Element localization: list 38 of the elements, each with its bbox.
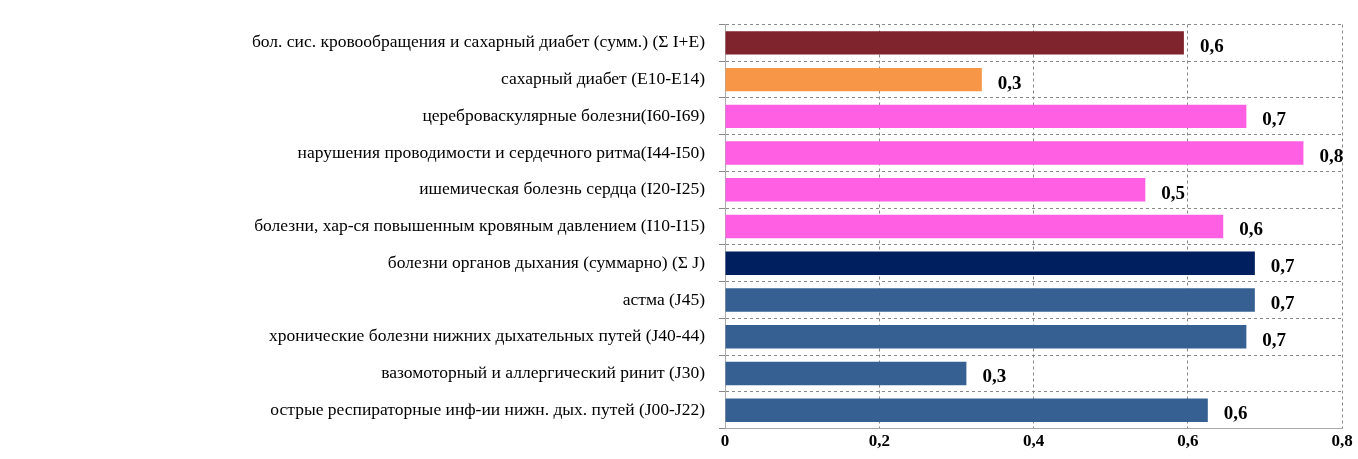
- y-tick-label: болезни органов дыхания (суммарно) (Σ J): [387, 251, 706, 272]
- y-tick-label: бол. сис. кровообращения и сахарный диабет (сумм.) (Σ I+E): [251, 31, 706, 52]
- bar: [725, 398, 1208, 422]
- bar: [725, 361, 967, 386]
- data-label: 0,6: [1223, 402, 1248, 424]
- data-label: 0,6: [1239, 218, 1263, 240]
- x-tick-label: 0: [720, 431, 730, 451]
- y-tick-label: острые респираторные инф-ии нижн. дых. путей (J00-J22): [270, 398, 706, 419]
- x-tick-label: 0,8: [1331, 431, 1353, 451]
- y-tick-label: цереброваскулярные болезни(I60-I69): [422, 104, 706, 125]
- y-tick-label: астма (J45): [622, 288, 706, 309]
- bar: [725, 67, 982, 92]
- data-label: 0,7: [1262, 108, 1287, 130]
- bar: [725, 214, 1224, 239]
- bar: [725, 31, 1184, 55]
- bar: [725, 251, 1255, 275]
- x-tick-label: 0,4: [1022, 431, 1045, 451]
- x-tick-label: 0,6: [1177, 431, 1199, 451]
- data-label: 0,5: [1161, 181, 1186, 203]
- data-label: 0,3: [982, 365, 1007, 387]
- y-tick-label: сахарный диабет (E10-E14): [500, 68, 706, 89]
- bar: [725, 288, 1255, 312]
- data-label: 0,6: [1199, 34, 1224, 56]
- bar: [725, 141, 1304, 165]
- x-tick-label: 0,2: [868, 431, 890, 451]
- bar: [725, 325, 1247, 349]
- y-tick-label: вазомоторный и аллергический ринит (J30): [381, 362, 706, 383]
- data-label: 0,7: [1270, 291, 1296, 313]
- data-label: 0,7: [1262, 328, 1287, 350]
- data-label: 0,8: [1319, 144, 1344, 166]
- y-tick-label: болезни, хар-ся повышенным кровяным давлением (I10-I15): [254, 215, 706, 236]
- y-tick-label: ишемическая болезнь сердца (I20-I25): [419, 178, 706, 199]
- bar: [725, 104, 1247, 129]
- y-tick-label: нарушения проводимости и сердечного ритма(I44-I50): [297, 141, 706, 162]
- data-label: 0,3: [997, 71, 1022, 93]
- bar: [725, 178, 1146, 202]
- data-label: 0,7: [1270, 255, 1296, 277]
- y-tick-label: хронические болезни нижних дыхательных путей (J40-44): [268, 325, 706, 346]
